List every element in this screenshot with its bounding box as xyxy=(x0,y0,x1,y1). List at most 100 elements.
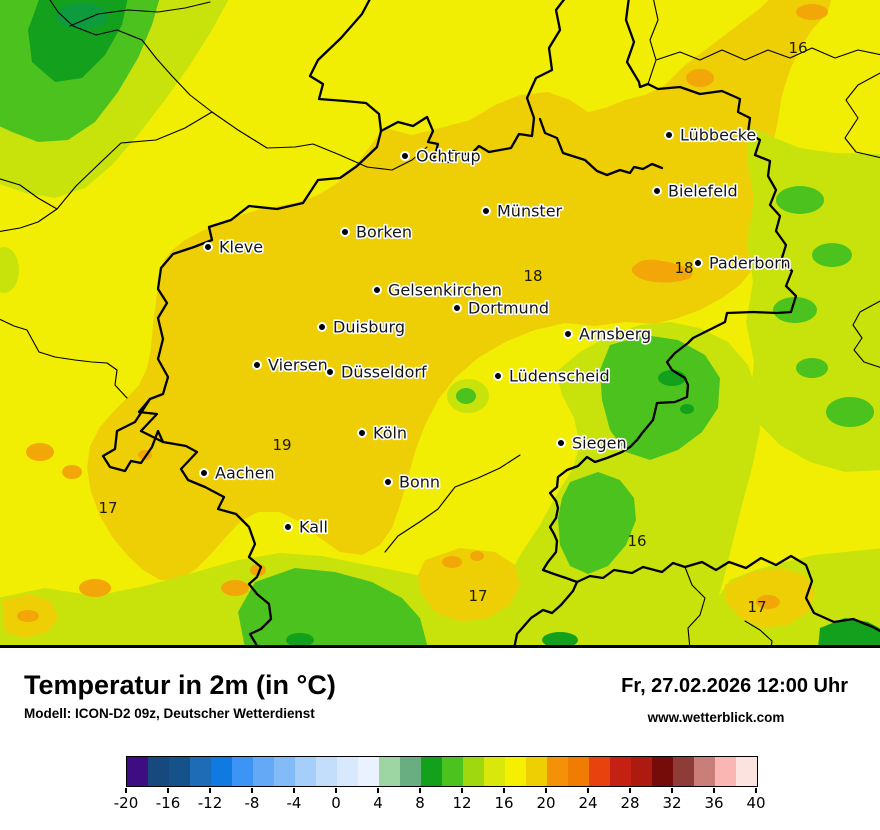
temp-region-green-spot xyxy=(796,358,828,378)
legend-segment xyxy=(211,757,232,786)
temperature-value-label: 18 xyxy=(523,267,542,285)
city-dot xyxy=(372,285,382,295)
border-muensterland-inner xyxy=(538,117,664,177)
legend-tick-label: 8 xyxy=(415,794,425,812)
city-label: Köln xyxy=(373,424,407,443)
legend-tick xyxy=(755,788,757,793)
city-marker-münster: Münster xyxy=(481,200,564,222)
city-marker-borken: Borken xyxy=(340,221,414,243)
legend-tick xyxy=(419,788,421,793)
temp-region-green-spot xyxy=(826,397,874,427)
legend-segment xyxy=(463,757,484,786)
temp-region-golden-main xyxy=(87,0,832,580)
city-label: Kall xyxy=(299,518,328,537)
city-dot xyxy=(493,371,503,381)
temp-region-darkgreen-spot xyxy=(286,633,314,647)
temp-region-green-eifel xyxy=(238,568,428,648)
city-dot xyxy=(563,329,573,339)
temperature-value-label: 19 xyxy=(272,436,291,454)
city-label: Lüdenscheid xyxy=(509,367,610,386)
city-marker-lüdenscheid: Lüdenscheid xyxy=(493,365,611,387)
city-dot xyxy=(340,227,350,237)
legend-segment xyxy=(337,757,358,786)
temp-region-orange-spot xyxy=(221,580,249,596)
border-east-wiggle xyxy=(852,300,880,368)
city-label: Borken xyxy=(356,223,412,242)
legend-segment xyxy=(253,757,274,786)
temp-region-orange-paderborn xyxy=(632,259,693,283)
temp-region-orange-spot xyxy=(442,556,462,568)
legend-tick-label: 12 xyxy=(452,794,472,812)
legend-segment xyxy=(232,757,253,786)
temperature-value-label: 17 xyxy=(98,499,117,517)
legend-tick-label: 20 xyxy=(536,794,556,812)
legend-tick-label: 40 xyxy=(746,794,766,812)
city-dot xyxy=(452,303,462,313)
page-title: Temperatur in 2m (in °C) xyxy=(24,670,336,700)
map-canvas: 16 18 18 19 17 16 17 17 Ochtrup Lübbecke Bielefeld… xyxy=(0,0,880,648)
temp-region-green-spot xyxy=(456,388,476,404)
border-nl-province xyxy=(0,111,213,233)
temp-region-orange-spot xyxy=(26,443,54,461)
city-label: Paderborn xyxy=(709,254,791,273)
legend-tick-label: 16 xyxy=(494,794,514,812)
temp-region-green-spot xyxy=(773,297,817,323)
website-label: www.wetterblick.com xyxy=(647,710,785,725)
legend-tick-label: -16 xyxy=(155,794,181,812)
legend-segment xyxy=(358,757,379,786)
legend-tick-label: 24 xyxy=(578,794,598,812)
city-dot xyxy=(652,186,662,196)
city-dot xyxy=(556,438,566,448)
legend-segment xyxy=(694,757,715,786)
legend-segment xyxy=(652,757,673,786)
city-label: Dortmund xyxy=(468,299,549,318)
temp-region-darkgreen-spot xyxy=(680,404,694,414)
city-label: Arnsberg xyxy=(579,325,651,344)
city-dot xyxy=(203,242,213,252)
legend-tick xyxy=(545,788,547,793)
legend-segment xyxy=(316,757,337,786)
legend-segment xyxy=(736,757,757,786)
legend-segment xyxy=(673,757,694,786)
legend-tick xyxy=(209,788,211,793)
legend-segment xyxy=(631,757,652,786)
city-dot xyxy=(283,522,293,532)
city-marker-aachen: Aachen xyxy=(199,462,276,484)
border-nl-province xyxy=(0,318,128,399)
temperature-value-label: 17 xyxy=(747,598,766,616)
city-label: Düsseldorf xyxy=(341,363,427,382)
temp-region-yg-east xyxy=(746,126,880,472)
legend-tick xyxy=(377,788,379,793)
temperature-value-label: 16 xyxy=(788,39,807,57)
legend-tick-label: 32 xyxy=(662,794,682,812)
color-scale-bar xyxy=(126,756,758,787)
legend-tick xyxy=(503,788,505,793)
city-label: Siegen xyxy=(572,434,627,453)
legend-segment xyxy=(127,757,148,786)
border-nrw-north-east xyxy=(513,0,798,648)
legend-tick-label: -20 xyxy=(113,794,139,812)
city-label: Gelsenkirchen xyxy=(388,281,502,300)
forecast-datetime: Fr, 27.02.2026 12:00 Uhr xyxy=(621,675,848,697)
city-label: Bonn xyxy=(399,473,440,492)
temp-region-yg-west-edge xyxy=(0,247,19,293)
map-footer: Temperatur in 2m (in °C) Modell: ICON-D2… xyxy=(0,648,880,830)
legend-tick xyxy=(629,788,631,793)
model-info: Modell: ICON-D2 09z, Deutscher Wetterdie… xyxy=(24,706,315,721)
city-dot xyxy=(481,206,491,216)
legend-tick-label: -8 xyxy=(244,794,260,812)
city-dot xyxy=(383,477,393,487)
border-south-hessen-rlp xyxy=(575,554,880,633)
city-marker-bielefeld: Bielefeld xyxy=(652,180,739,202)
legend-segment xyxy=(421,757,442,786)
temp-region-green-rothaar xyxy=(600,335,720,460)
city-dot xyxy=(664,130,674,140)
map-labels-layer: 16 18 18 19 17 16 17 17 Ochtrup Lübbecke Bielefeld… xyxy=(98,39,807,616)
temp-region-green-spot xyxy=(812,243,852,267)
temp-region-orange-spot xyxy=(686,69,714,87)
legend-tick xyxy=(587,788,589,793)
city-label: Lübbecke xyxy=(680,126,756,145)
city-label: Ochtrup xyxy=(416,147,481,166)
city-marker-düsseldorf: Düsseldorf xyxy=(325,361,429,383)
legend-segment xyxy=(148,757,169,786)
